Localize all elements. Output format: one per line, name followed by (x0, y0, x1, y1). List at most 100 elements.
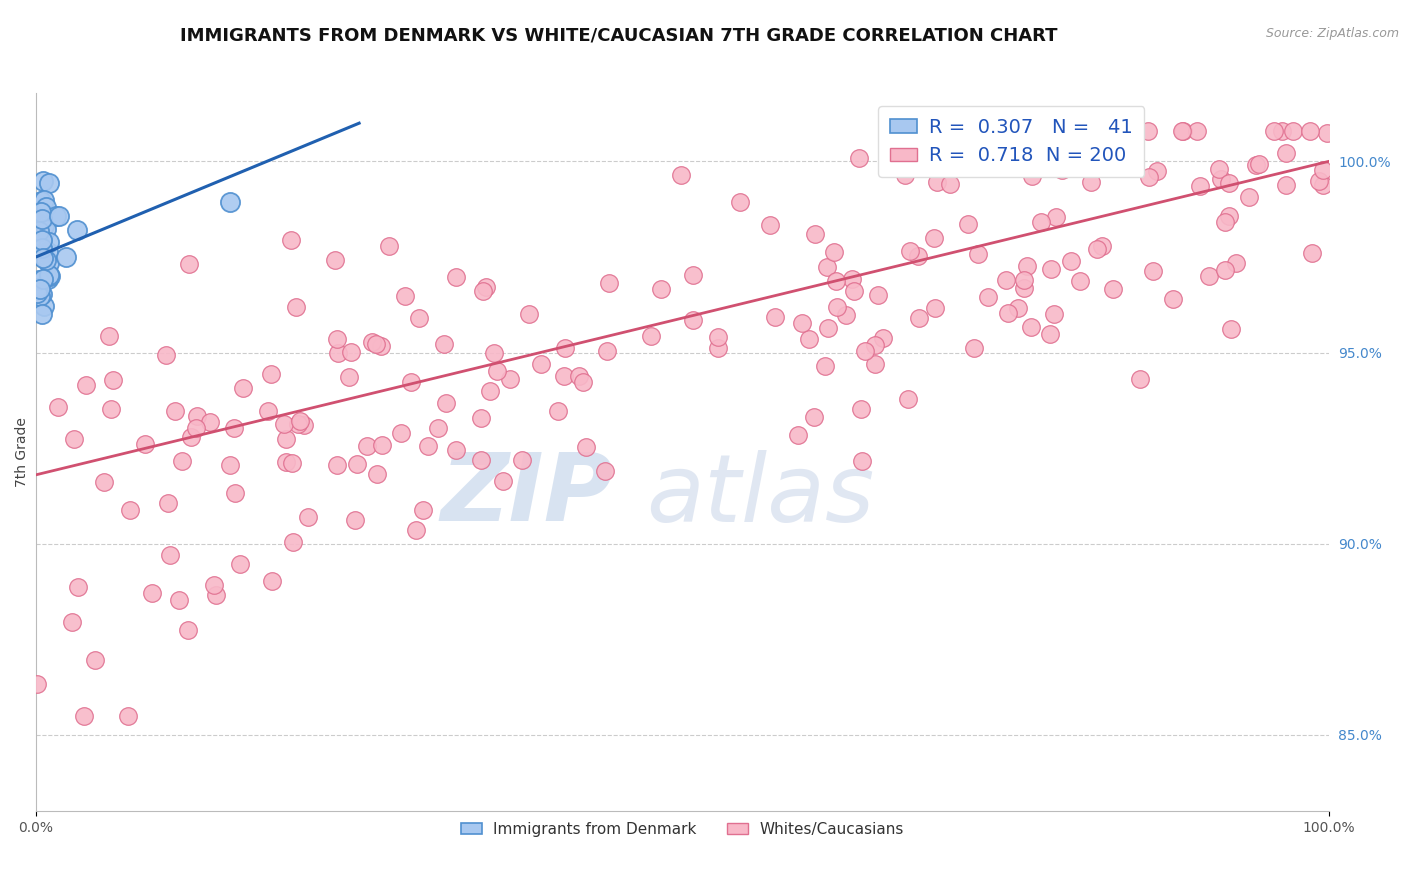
Point (323, 252, 346, 267)
Point (842, 284, 865, 298)
Point (1029, 215, 1052, 229)
Point (260, 574, 283, 588)
Point (1163, 292, 1185, 306)
Point (273, 417, 295, 431)
Point (1012, 273, 1035, 287)
Point (63, 432, 86, 446)
Point (1137, 124, 1160, 138)
Y-axis label: 7th Grade: 7th Grade (15, 417, 30, 487)
Point (1049, 152, 1071, 166)
Point (93, 475, 115, 489)
Point (378, 239, 401, 253)
Point (574, 440, 596, 454)
Point (157, 496, 180, 510)
Point (31, 287, 53, 301)
Point (1220, 322, 1243, 336)
Point (1069, 274, 1091, 288)
Point (55, 250, 77, 264)
Point (1146, 164, 1168, 178)
Point (853, 343, 876, 358)
Point (1198, 268, 1220, 283)
Point (30, 194, 52, 209)
Point (908, 310, 931, 325)
Point (519, 307, 541, 321)
Point (38, 268, 60, 283)
Point (1312, 178, 1334, 192)
Point (229, 557, 252, 571)
Point (1045, 210, 1067, 224)
Point (360, 335, 382, 350)
Point (117, 708, 139, 723)
Point (568, 368, 591, 383)
Point (38, 256, 60, 270)
Point (763, 310, 786, 325)
Text: atlas: atlas (645, 450, 875, 541)
Point (1097, 147, 1119, 161)
Point (938, 177, 960, 191)
Point (997, 306, 1019, 320)
Point (284, 300, 307, 314)
Point (283, 535, 305, 549)
Point (977, 289, 1000, 303)
Point (28, 247, 51, 261)
Point (994, 273, 1017, 287)
Point (412, 503, 434, 517)
Point (169, 592, 191, 607)
Point (371, 438, 394, 452)
Point (25, 281, 48, 295)
Point (671, 169, 693, 183)
Point (707, 330, 730, 344)
Point (1125, 124, 1147, 138)
Point (1014, 281, 1036, 295)
Point (825, 300, 848, 314)
Point (32, 272, 55, 286)
Point (1213, 262, 1236, 277)
Point (38, 176, 60, 190)
Point (922, 231, 945, 245)
Point (48, 209, 70, 223)
Point (904, 124, 927, 138)
Point (179, 257, 201, 271)
Point (73, 708, 96, 723)
Point (224, 421, 246, 435)
Point (1129, 372, 1152, 386)
Point (218, 195, 240, 210)
Point (32, 193, 55, 207)
Point (872, 331, 894, 345)
Point (814, 359, 837, 374)
Point (141, 585, 163, 599)
Point (25, 677, 48, 691)
Point (707, 342, 730, 356)
Point (1225, 256, 1247, 270)
Point (640, 328, 662, 343)
Point (180, 430, 202, 444)
Point (28, 240, 51, 254)
Point (280, 233, 302, 247)
Point (682, 313, 704, 327)
Point (118, 502, 141, 516)
Point (1139, 170, 1161, 185)
Point (803, 409, 825, 424)
Point (38, 235, 60, 249)
Point (1213, 214, 1236, 228)
Point (595, 344, 617, 359)
Point (25, 286, 48, 301)
Point (956, 217, 979, 231)
Point (823, 245, 845, 260)
Point (1244, 158, 1267, 172)
Point (274, 455, 297, 469)
Point (27, 224, 49, 238)
Point (434, 395, 457, 409)
Point (28, 282, 51, 296)
Point (1301, 246, 1323, 260)
Point (155, 348, 177, 362)
Point (479, 384, 502, 399)
Point (848, 151, 870, 165)
Point (1208, 161, 1230, 176)
Point (1218, 209, 1240, 223)
Point (1316, 126, 1339, 140)
Point (1021, 169, 1043, 184)
Point (405, 523, 427, 537)
Point (343, 513, 366, 527)
Point (163, 404, 186, 418)
